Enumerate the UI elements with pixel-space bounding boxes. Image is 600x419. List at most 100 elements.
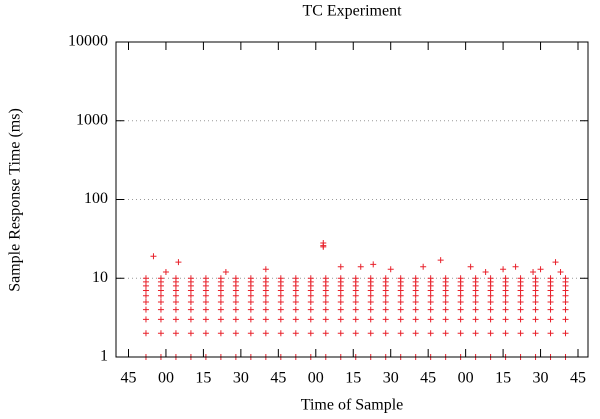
point — [457, 292, 464, 299]
point — [442, 292, 449, 299]
point — [382, 292, 389, 299]
point — [442, 306, 449, 313]
point — [307, 275, 314, 282]
point — [187, 316, 194, 323]
x-tick-label: 15 — [345, 370, 361, 387]
point — [437, 257, 444, 264]
point — [307, 298, 314, 305]
point — [292, 292, 299, 299]
point — [217, 292, 224, 299]
point — [232, 330, 239, 337]
point — [322, 316, 329, 323]
point — [412, 330, 419, 337]
point — [367, 306, 374, 313]
point — [277, 275, 284, 282]
point — [175, 259, 182, 266]
point — [142, 298, 149, 305]
point — [150, 253, 157, 260]
point — [562, 298, 569, 305]
point — [322, 306, 329, 313]
point — [292, 275, 299, 282]
point — [352, 292, 359, 299]
point — [172, 292, 179, 299]
point — [442, 316, 449, 323]
point — [232, 292, 239, 299]
point — [457, 275, 464, 282]
point — [157, 292, 164, 299]
point — [202, 292, 209, 299]
x-tick-label: 45 — [120, 370, 136, 387]
point — [162, 269, 169, 276]
point — [322, 330, 329, 337]
point — [292, 330, 299, 337]
point — [532, 306, 539, 313]
x-tick-label: 00 — [308, 370, 324, 387]
point — [262, 292, 269, 299]
point — [277, 306, 284, 313]
point — [502, 306, 509, 313]
point — [337, 316, 344, 323]
point — [262, 275, 269, 282]
point — [262, 266, 269, 273]
point — [532, 330, 539, 337]
point — [397, 316, 404, 323]
y-tick-label: 1000 — [76, 111, 108, 128]
point — [157, 330, 164, 337]
point — [382, 275, 389, 282]
point — [337, 330, 344, 337]
point — [517, 298, 524, 305]
point — [157, 316, 164, 323]
point — [382, 298, 389, 305]
point — [557, 269, 564, 276]
x-tick-label: 45 — [420, 370, 436, 387]
point — [382, 316, 389, 323]
point — [247, 330, 254, 337]
point — [217, 316, 224, 323]
point — [457, 330, 464, 337]
point — [397, 330, 404, 337]
point — [487, 275, 494, 282]
point — [222, 269, 229, 276]
point — [202, 298, 209, 305]
point — [247, 298, 254, 305]
point — [142, 330, 149, 337]
point — [172, 316, 179, 323]
point — [562, 330, 569, 337]
point — [247, 275, 254, 282]
point — [502, 292, 509, 299]
point — [537, 266, 544, 273]
point — [247, 306, 254, 313]
point — [502, 316, 509, 323]
point — [262, 306, 269, 313]
point — [142, 306, 149, 313]
point — [427, 298, 434, 305]
point — [472, 298, 479, 305]
point — [517, 306, 524, 313]
point — [442, 275, 449, 282]
point — [142, 316, 149, 323]
point — [262, 316, 269, 323]
x-tick-label: 15 — [495, 370, 511, 387]
point — [232, 298, 239, 305]
point — [307, 330, 314, 337]
point — [217, 306, 224, 313]
point — [427, 316, 434, 323]
x-tick-label: 30 — [233, 370, 249, 387]
y-tick-label: 10 — [92, 269, 108, 286]
point — [412, 275, 419, 282]
point — [412, 316, 419, 323]
point — [337, 263, 344, 270]
point — [202, 275, 209, 282]
point — [172, 306, 179, 313]
point — [547, 306, 554, 313]
point — [247, 292, 254, 299]
point — [232, 306, 239, 313]
point — [547, 316, 554, 323]
point — [370, 261, 377, 268]
y-axis-label: Sample Response Time (ms) — [7, 108, 24, 292]
point — [472, 292, 479, 299]
point — [352, 330, 359, 337]
point — [412, 306, 419, 313]
point — [552, 259, 559, 266]
